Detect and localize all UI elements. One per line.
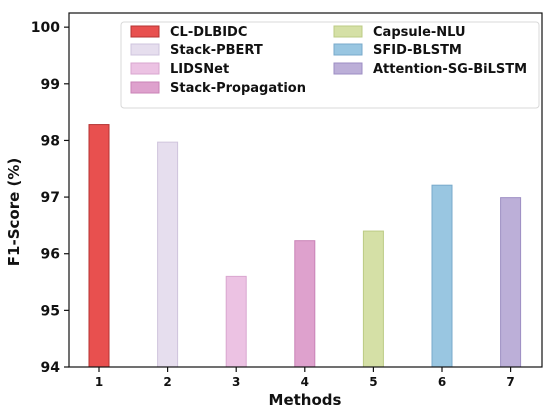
x-tick-label: 7 [506, 375, 514, 389]
x-tick-label: 4 [301, 375, 309, 389]
legend-label: Attention-SG-BiLSTM [373, 62, 527, 77]
x-tick-label: 1 [95, 375, 103, 389]
legend-swatch [130, 25, 160, 38]
bar-5 [362, 230, 384, 368]
y-tick-label: 94 [41, 360, 61, 376]
legend-swatch [333, 25, 363, 38]
y-tick-label: 99 [41, 77, 60, 93]
bars-layer [88, 124, 522, 368]
axes-layer: 94 95 96 97 98 99 100 1 2 3 4 5 6 7 [31, 12, 543, 389]
bar-3 [225, 275, 247, 368]
legend-swatch [130, 43, 160, 56]
legend-swatch [333, 62, 363, 75]
legend-label: Stack-PBERT [170, 43, 263, 58]
legend-label: Capsule-NLU [373, 25, 466, 40]
y-tick-label: 98 [41, 133, 60, 149]
legend-label: Stack-Propagation [170, 81, 306, 96]
legend: CL-DLBIDC Stack-PBERT LIDSNet Stack-Propaga… [120, 21, 540, 109]
x-tick-label: 2 [163, 375, 171, 389]
bar-1 [88, 124, 110, 368]
legend-swatch [130, 62, 160, 75]
legend-label: CL-DLBIDC [170, 25, 247, 40]
y-tick-label: 96 [41, 247, 60, 263]
legend-swatch [333, 43, 363, 56]
bar-4 [294, 240, 316, 368]
x-tick-label: 5 [369, 375, 377, 389]
x-axis-title: Methods [269, 391, 342, 409]
y-tick-label: 100 [31, 20, 60, 36]
legend-label: LIDSNet [170, 62, 229, 77]
x-tick-label: 3 [232, 375, 240, 389]
y-tick-label: 95 [41, 303, 60, 319]
legend-frame [120, 21, 540, 109]
plot-frame [68, 12, 543, 368]
bar-7 [500, 197, 522, 368]
legend-label: SFID-BLSTM [373, 43, 462, 58]
bar-6 [431, 184, 453, 368]
y-axis-title: F1-Score (%) [5, 158, 23, 266]
y-tick-label: 97 [41, 190, 60, 206]
legend-swatch [130, 81, 160, 94]
bar-2 [157, 141, 179, 368]
x-tick-label: 6 [438, 375, 446, 389]
